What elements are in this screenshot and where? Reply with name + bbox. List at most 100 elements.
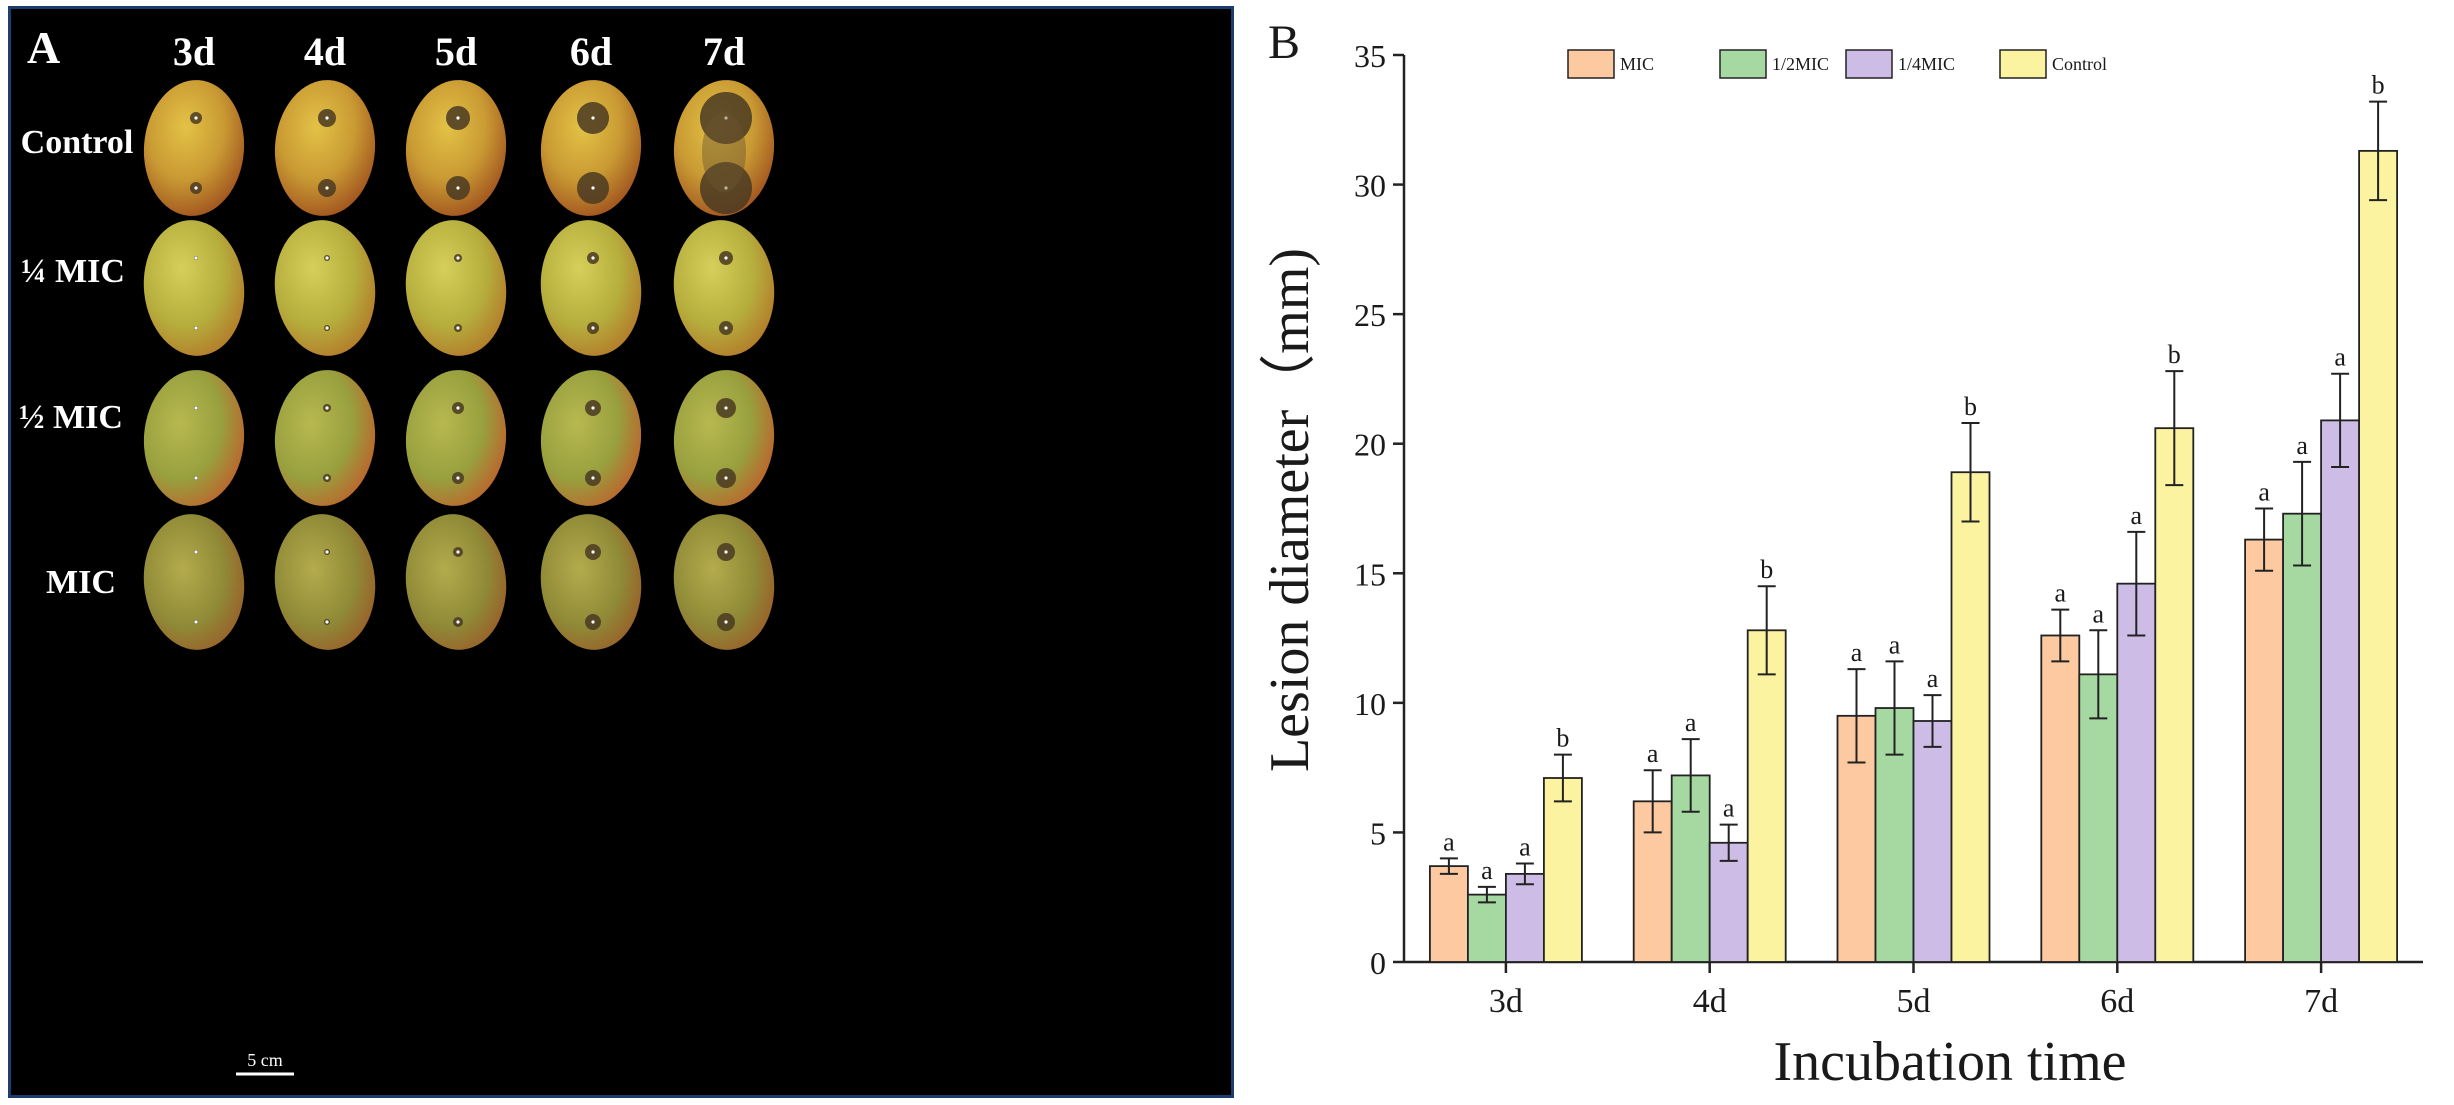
significance-letter: a: [2334, 343, 2346, 372]
mango-photo: [274, 370, 376, 506]
significance-letter: a: [2093, 599, 2105, 628]
mango-photo: [673, 370, 775, 506]
mango-photo: [405, 80, 507, 216]
significance-letter: b: [1556, 724, 1569, 753]
y-tick-label: 25: [1354, 297, 1386, 333]
treatment-row-headers: Control ¼ MIC ½ MIC MIC: [19, 124, 133, 601]
bar-1/4MIC-6d: [2116, 582, 2157, 963]
mango-photo: [540, 80, 642, 216]
y-tick-label: 20: [1354, 427, 1386, 463]
mango-photo: [673, 514, 775, 650]
bar-Control-4d: [1746, 629, 1787, 963]
significance-letter: a: [1723, 794, 1735, 823]
significance-letter: a: [1851, 638, 1863, 667]
bar-1/4MIC-3d: [1505, 872, 1545, 963]
mango-photo: [143, 80, 245, 216]
significance-letter: a: [1927, 664, 1939, 693]
legend-label: Control: [2052, 54, 2107, 74]
day-header-6d: 6d: [570, 29, 612, 74]
bar-1/2MIC-3d: [1467, 893, 1507, 963]
mango-photo: [405, 370, 507, 506]
legend-swatch-1/2MIC: [1719, 49, 1767, 79]
day-column-headers: 3d 4d 5d 6d 7d: [173, 29, 745, 74]
legend-swatch-1/4MIC: [1845, 49, 1893, 79]
row-header-3: MIC: [46, 564, 116, 601]
legend-label: 1/2MIC: [1772, 54, 1829, 74]
x-axis: 3d 4d 5d 6d 7d: [1404, 960, 2423, 1020]
x-tick-label: 7d: [2304, 983, 2338, 1020]
row-header-1: ¼ MIC: [21, 253, 125, 290]
mango-photo: [540, 220, 642, 356]
mango-photo: [274, 80, 376, 216]
chart-legend: MIC 1/2MIC 1/4MIC Control: [1567, 49, 2107, 79]
significance-letter: a: [1647, 739, 1659, 768]
significance-letter: a: [1481, 856, 1493, 885]
mango-photo: [274, 514, 376, 650]
legend-swatch-MIC: [1567, 49, 1615, 79]
y-axis-label: Lesion diameter（mm): [1259, 248, 1321, 772]
x-axis-label: Incubation time: [1773, 1031, 2126, 1093]
mango-photo: [540, 370, 642, 506]
mango-photo: [673, 220, 775, 356]
mango-photo: [143, 370, 245, 506]
y-axis: 0 5 10 15 20 25 30 35: [1354, 38, 1406, 981]
mango-photo: [143, 514, 245, 650]
significance-letter: a: [2055, 579, 2067, 608]
significance-letter: b: [2168, 340, 2181, 369]
bar-MIC-7d: [2244, 538, 2285, 963]
significance-letter: b: [2372, 71, 2385, 100]
bar-1/4MIC-7d: [2320, 419, 2361, 963]
x-tick-label: 3d: [1489, 983, 1523, 1020]
mango-photo: [540, 514, 642, 650]
y-tick-label: 0: [1370, 945, 1386, 981]
y-tick-label: 35: [1354, 38, 1386, 74]
x-tick-label: 5d: [1897, 983, 1931, 1020]
bar-Control-7d: [2358, 149, 2399, 963]
mango-photo-grid: [143, 80, 775, 650]
panel-b-label: B: [1268, 16, 1300, 69]
significance-letter: b: [1760, 555, 1773, 584]
significance-letter: a: [1443, 827, 1455, 856]
y-tick-label: 30: [1354, 168, 1386, 204]
bar-Control-3d: [1543, 777, 1583, 963]
row-header-2: ½ MIC: [19, 399, 123, 436]
significance-letter: a: [1519, 833, 1531, 862]
bar-1/2MIC-6d: [2078, 673, 2119, 963]
bar-Control-5d: [1950, 471, 1991, 963]
mango-photo: [405, 514, 507, 650]
significance-letter: b: [1964, 392, 1977, 421]
day-header-7d: 7d: [703, 29, 745, 74]
y-tick-label: 10: [1354, 686, 1386, 722]
mango-photo: [274, 220, 376, 356]
bar-1/2MIC-7d: [2282, 512, 2323, 963]
y-tick-label: 15: [1354, 556, 1386, 592]
panel-a-svg: A 3d 4d 5d 6d 7d Control ¼ MIC ½ MIC MIC 5 cm: [19, 22, 775, 1076]
panel-a-label: A: [27, 22, 60, 73]
significance-letter: a: [2258, 478, 2270, 507]
day-header-5d: 5d: [435, 29, 477, 74]
bar-1/4MIC-5d: [1912, 720, 1953, 963]
significance-letter: a: [2131, 501, 2143, 530]
mango-photo: [143, 220, 245, 356]
scale-bar-label: 5 cm: [247, 1050, 283, 1070]
bar-MIC-3d: [1429, 865, 1469, 963]
bar-MIC-6d: [2040, 634, 2081, 963]
x-tick-label: 4d: [1693, 983, 1727, 1020]
mango-photo: [673, 80, 775, 216]
panel-a-photo-grid: A 3d 4d 5d 6d 7d Control ¼ MIC ½ MIC MIC 5 cm: [8, 6, 1234, 1098]
significance-letter: a: [1685, 708, 1697, 737]
significance-letter: a: [2296, 431, 2308, 460]
legend-label: MIC: [1620, 54, 1654, 74]
bar-Control-6d: [2154, 427, 2195, 963]
day-header-3d: 3d: [173, 29, 215, 74]
significance-letter: a: [1889, 630, 1901, 659]
legend-swatch-Control: [1999, 49, 2047, 79]
x-tick-label: 6d: [2100, 983, 2134, 1020]
y-tick-label: 5: [1370, 815, 1386, 851]
day-header-4d: 4d: [304, 29, 346, 74]
mango-photo: [405, 220, 507, 356]
legend-label: 1/4MIC: [1898, 54, 1955, 74]
row-header-0: Control: [21, 124, 134, 161]
